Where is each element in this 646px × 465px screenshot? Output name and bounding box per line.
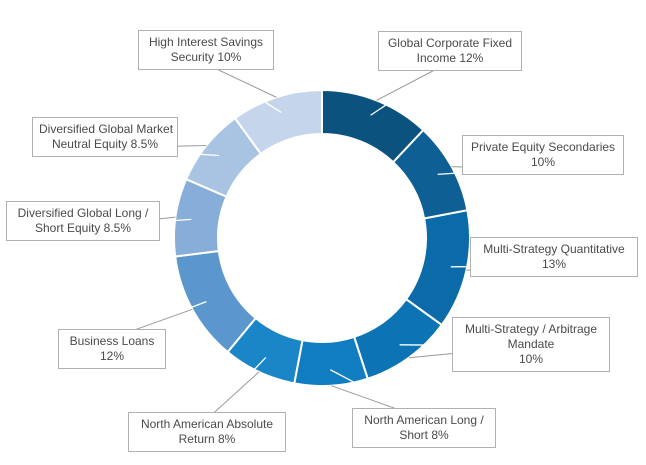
slice-label-line: Short 8% <box>399 428 449 442</box>
slice-label-global-corporate-fixed-income: Global Corporate Fixed Income 12% <box>378 31 522 71</box>
slice-label-line: 10% <box>530 155 556 169</box>
leader-line <box>205 356 267 421</box>
slices-group <box>173 88 471 387</box>
slice-label-line: Income 12% <box>416 51 484 65</box>
slice-label-private-equity-secondaries: Private Equity Secondaries 10% <box>462 135 624 175</box>
slice-label-north-american-absolute-return: North American Absolute Return 8% <box>128 412 286 452</box>
leader-line-outer <box>205 371 260 421</box>
leader-line <box>205 63 282 114</box>
slice-label-line: 12% <box>99 349 125 363</box>
donut-slice-high-interest-savings-security <box>233 88 323 156</box>
slice-label-diversified-global-long-short-equity: Diversified Global Long / Short Equity 8… <box>6 201 160 241</box>
slice-label-line: Business Loans <box>69 334 155 348</box>
donut-slice-north-american-long-short <box>293 335 369 387</box>
slice-label-line: Return 8% <box>178 432 236 446</box>
slice-label-line: Security 10% <box>170 50 242 64</box>
slice-label-line: Mandate <box>507 337 555 351</box>
slice-label-line: 13% <box>541 257 567 271</box>
slice-label-line: Neutral Equity 8.5% <box>51 137 159 151</box>
slice-label-multi-strategy-arbitrage-mandate: Multi-Strategy / Arbitrage Mandate 10% <box>452 317 610 372</box>
slice-label-line: Global Corporate Fixed <box>387 36 513 50</box>
slice-label-line: North American Long / <box>364 413 484 427</box>
slice-label-line: Multi-Strategy / Arbitrage <box>464 322 598 336</box>
slice-label-line: High Interest Savings <box>148 35 264 49</box>
slice-label-north-american-long-short: North American Long / Short 8% <box>352 408 496 448</box>
slice-label-diversified-global-market-neutral-equity: Diversified Global Market Neutral Equity… <box>32 117 178 157</box>
slice-label-line: 10% <box>518 352 544 366</box>
slice-label-line: Short Equity 8.5% <box>34 221 132 235</box>
slice-label-line: North American Absolute <box>140 417 274 431</box>
slice-label-line: Diversified Global Long / <box>17 206 149 220</box>
slice-label-line: Multi-Strategy Quantitative <box>483 242 625 256</box>
slice-label-line: Diversified Global Market <box>39 122 174 136</box>
slice-label-high-interest-savings-security: High Interest Savings Security 10% <box>138 30 274 70</box>
slice-label-multi-strategy-quantitative: Multi-Strategy Quantitative 13% <box>470 237 638 277</box>
slice-label-business-loans: Business Loans 12% <box>58 329 166 369</box>
slice-label-line: Private Equity Secondaries <box>470 140 616 154</box>
